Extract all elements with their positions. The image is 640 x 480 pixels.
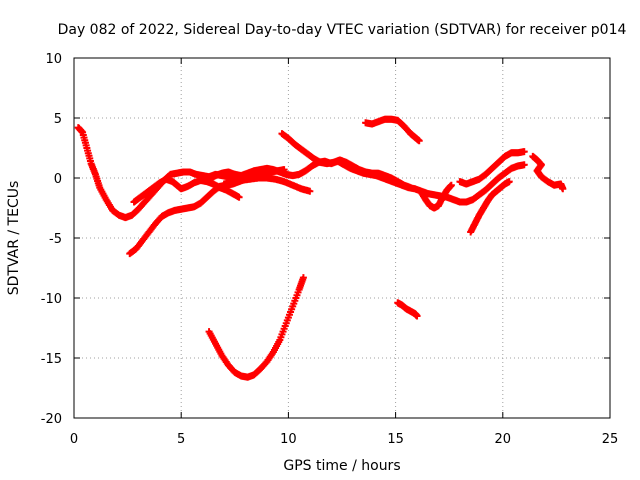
data-point-marker — [447, 181, 455, 189]
y-axis-title: SDTVAR / TECUs — [6, 181, 22, 296]
x-tick-label: 15 — [387, 432, 404, 447]
y-tick-label: -10 — [41, 292, 62, 307]
chart-title: Day 082 of 2022, Sidereal Day-to-day VTE… — [58, 22, 627, 38]
data-points — [74, 115, 567, 381]
x-tick-label: 0 — [70, 432, 78, 447]
x-tick-label: 10 — [280, 432, 297, 447]
y-tick-label: -15 — [41, 352, 62, 367]
series-arc-6 — [278, 130, 415, 192]
series-arc-13 — [529, 152, 567, 193]
data-point-marker — [235, 193, 243, 201]
plot-frame — [73, 57, 611, 419]
series-arc-8 — [362, 115, 423, 145]
data-point-marker — [520, 161, 528, 169]
data-point-marker — [299, 274, 307, 282]
data-point-marker — [413, 312, 421, 320]
data-point-marker — [407, 184, 415, 192]
series-arc-5 — [220, 174, 314, 195]
series-arc-10 — [417, 181, 455, 212]
y-tick-label: 10 — [45, 52, 62, 67]
x-tick-label: 5 — [177, 432, 185, 447]
grid — [74, 58, 610, 418]
axis-ticks: 0 5 10 15 20 25 -20 -15 -10 -5 0 5 10 — [41, 52, 619, 447]
data-point-marker — [306, 187, 314, 195]
data-point-marker — [559, 185, 567, 193]
x-tick-label: 20 — [495, 432, 512, 447]
y-tick-label: 5 — [54, 112, 62, 127]
series-arc-11 — [456, 148, 528, 188]
y-tick-label: -20 — [41, 412, 62, 427]
x-tick-label: 25 — [602, 432, 619, 447]
series-arc-9 — [394, 299, 421, 320]
series-arc-3 — [130, 175, 243, 206]
data-point-marker — [505, 178, 513, 186]
y-tick-label: 0 — [54, 172, 62, 187]
series-arc-7 — [205, 274, 307, 381]
series-arc-1 — [74, 124, 239, 222]
data-point-marker — [520, 148, 528, 156]
series-arc-12 — [467, 178, 513, 236]
y-tick-label: -5 — [49, 232, 62, 247]
x-axis-title: GPS time / hours — [283, 458, 400, 474]
data-point-marker — [415, 137, 423, 145]
